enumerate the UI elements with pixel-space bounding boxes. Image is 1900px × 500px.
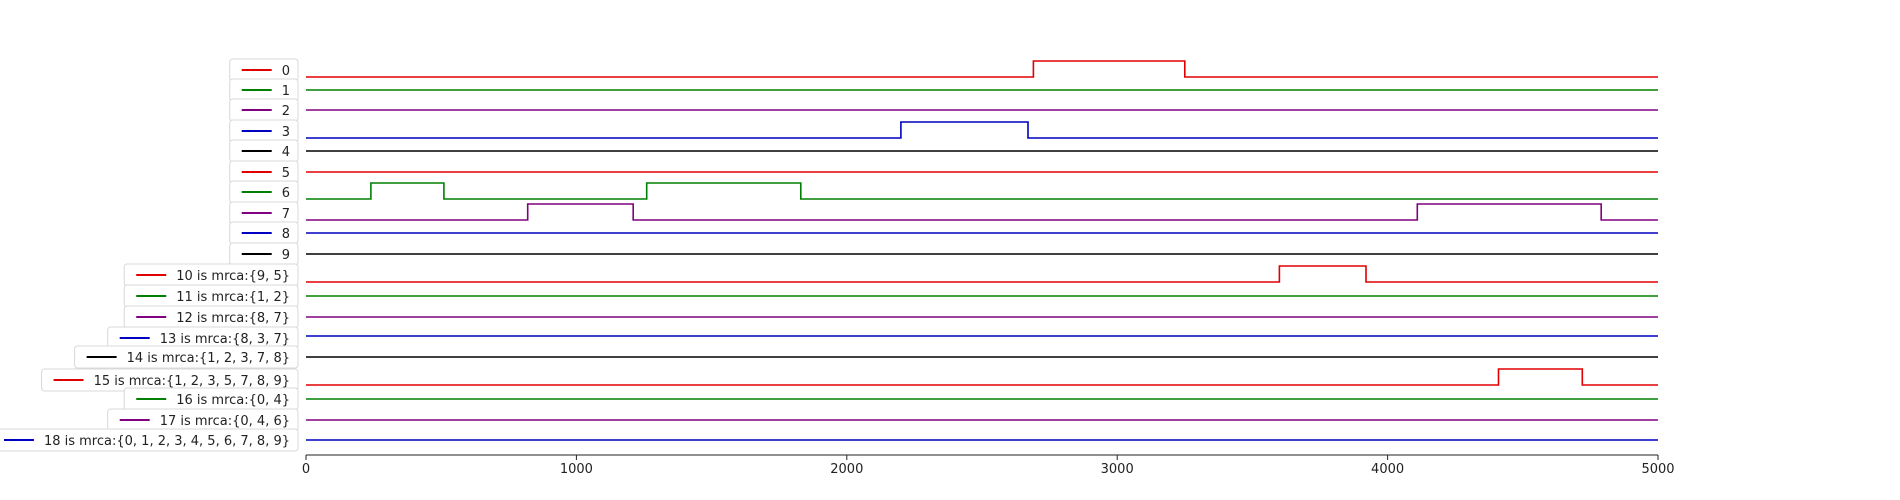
legend-entry-5: 5 bbox=[229, 160, 299, 184]
legend-label: 14 is mrca:{1, 2, 3, 7, 8} bbox=[127, 351, 290, 366]
legend-label: 17 is mrca:{0, 4, 6} bbox=[160, 414, 290, 429]
x-tick-label-0: 0 bbox=[302, 462, 310, 477]
series-3-line bbox=[306, 121, 1658, 139]
legend-entry-7: 7 bbox=[229, 201, 299, 225]
legend-label: 5 bbox=[282, 166, 290, 181]
legend-label: 4 bbox=[282, 145, 290, 160]
series-10-line bbox=[306, 265, 1658, 283]
legend-entry-3: 3 bbox=[229, 119, 299, 143]
x-tick-label-3: 3000 bbox=[1101, 462, 1134, 477]
legend-entry-14: 14 is mrca:{1, 2, 3, 7, 8} bbox=[74, 345, 299, 369]
legend-entry-17: 17 is mrca:{0, 4, 6} bbox=[107, 408, 299, 432]
x-tick-label-5: 5000 bbox=[1641, 462, 1674, 477]
legend-entry-4: 4 bbox=[229, 139, 299, 163]
series-layer bbox=[306, 60, 1658, 441]
series-7-line bbox=[306, 203, 1658, 221]
legend-entry-8: 8 bbox=[229, 221, 299, 245]
legend-entry-10: 10 is mrca:{9, 5} bbox=[123, 263, 299, 287]
legend-layer: 0 1 2 3 4 5 6 7 8 9 10 is mrca:{9, 5} 11 is mrca:{1… bbox=[0, 58, 299, 452]
legend-label: 11 is mrca:{1, 2} bbox=[176, 290, 290, 305]
legend-label: 9 bbox=[282, 248, 290, 263]
legend-label: 2 bbox=[282, 104, 290, 119]
legend-entry-6: 6 bbox=[229, 180, 299, 204]
legend-label: 10 is mrca:{9, 5} bbox=[176, 269, 290, 284]
legend-label: 3 bbox=[282, 125, 290, 140]
x-tick-label-1: 1000 bbox=[560, 462, 593, 477]
legend-entry-15: 15 is mrca:{1, 2, 3, 5, 7, 8, 9} bbox=[41, 368, 299, 392]
legend-entry-12: 12 is mrca:{8, 7} bbox=[123, 305, 299, 329]
x-tick-label-2: 2000 bbox=[830, 462, 863, 477]
series-0-line bbox=[306, 60, 1658, 78]
legend-label: 18 is mrca:{0, 1, 2, 3, 4, 5, 6, 7, 8, 9… bbox=[44, 434, 290, 449]
series-15-line bbox=[306, 368, 1658, 386]
legend-label: 6 bbox=[282, 186, 290, 201]
legend-box bbox=[0, 428, 299, 452]
legend-box bbox=[74, 345, 299, 369]
legend-entry-13: 13 is mrca:{8, 3, 7} bbox=[107, 326, 299, 350]
legend-label: 13 is mrca:{8, 3, 7} bbox=[160, 332, 290, 347]
legend-entry-2: 2 bbox=[229, 98, 299, 122]
legend-label: 1 bbox=[282, 84, 290, 99]
legend-label: 0 bbox=[282, 64, 290, 79]
legend-label: 8 bbox=[282, 227, 290, 242]
x-axis: 0 1000 2000 3000 4000 5000 bbox=[302, 454, 1675, 477]
series-6-line bbox=[306, 182, 1658, 200]
legend-label: 15 is mrca:{1, 2, 3, 5, 7, 8, 9} bbox=[94, 374, 290, 389]
legend-entry-18: 18 is mrca:{0, 1, 2, 3, 4, 5, 6, 7, 8, 9… bbox=[0, 428, 299, 452]
legend-entry-1: 1 bbox=[229, 78, 299, 102]
x-tick-label-4: 4000 bbox=[1371, 462, 1404, 477]
legend-label: 12 is mrca:{8, 7} bbox=[176, 311, 290, 326]
legend-entry-0: 0 bbox=[229, 58, 299, 82]
legend-entry-9: 9 bbox=[229, 242, 299, 266]
legend-label: 16 is mrca:{0, 4} bbox=[176, 393, 290, 408]
legend-entry-11: 11 is mrca:{1, 2} bbox=[123, 284, 299, 308]
legend-label: 7 bbox=[282, 207, 290, 222]
legend-entry-16: 16 is mrca:{0, 4} bbox=[123, 387, 299, 411]
